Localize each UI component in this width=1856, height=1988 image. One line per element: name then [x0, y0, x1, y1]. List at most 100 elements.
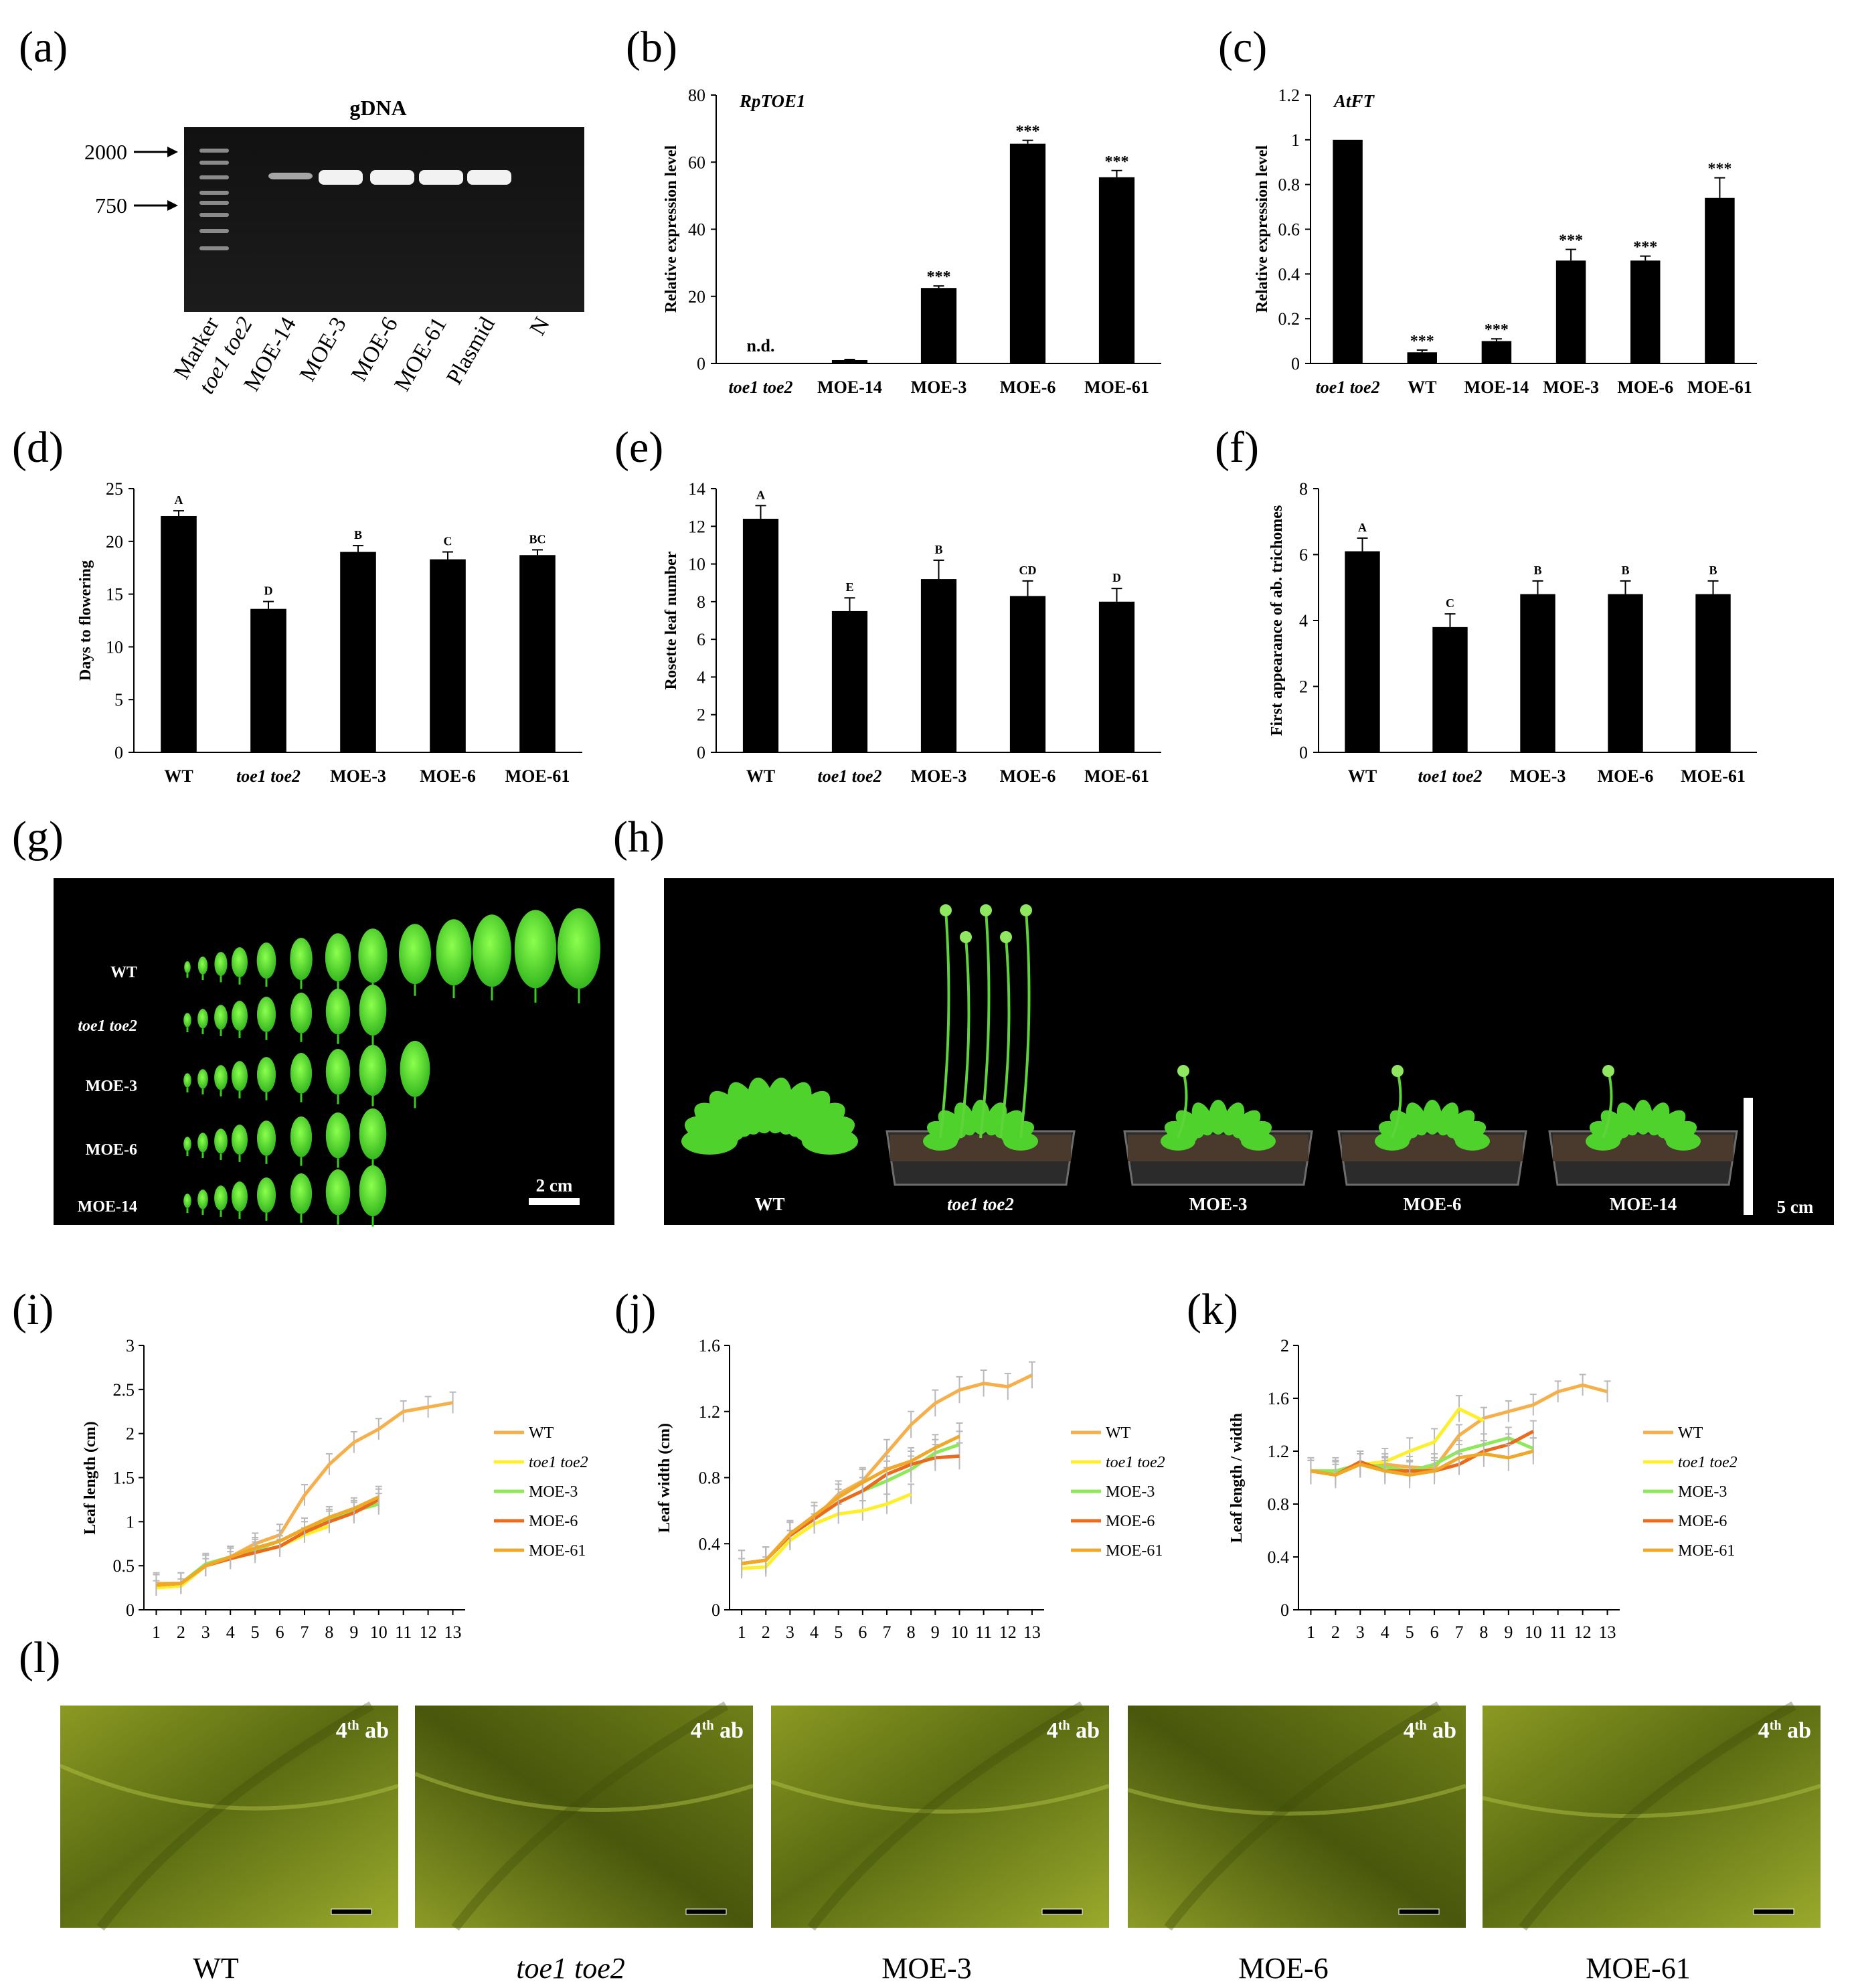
bar	[831, 359, 868, 363]
leaf	[436, 919, 472, 986]
y-tick-label: 8	[1299, 479, 1308, 499]
y-axis-label: First appearance of ab. trichomes	[1268, 505, 1286, 736]
vein	[1127, 1784, 1466, 1816]
rosette-leaf	[1191, 1102, 1214, 1136]
x-tick-label: 4	[810, 1623, 819, 1642]
ladder-band	[199, 191, 229, 195]
x-tick-label: 1	[152, 1623, 161, 1642]
category-label: MOE-6	[1000, 766, 1056, 786]
panel-label-h: (h)	[613, 813, 665, 861]
y-tick-label: 6	[1299, 546, 1308, 565]
x-tick-label: 6	[276, 1623, 284, 1642]
leaf	[183, 1137, 191, 1151]
legend-label: WT	[1106, 1424, 1131, 1442]
scale-bar-2cm	[529, 1198, 580, 1205]
gel-lane-label: N	[525, 313, 555, 340]
bar	[1407, 352, 1437, 363]
leaf	[325, 1112, 351, 1159]
panel-label-b: (b)	[626, 23, 677, 72]
significance-label: ***	[1707, 161, 1732, 178]
vein	[1519, 1701, 1796, 1931]
y-tick-label: 1.2	[1278, 86, 1300, 105]
panel-label-l: (l)	[19, 1633, 60, 1682]
flower-bud	[1020, 904, 1032, 916]
gel-band	[268, 173, 313, 179]
plant-label: toe1 toe2	[947, 1194, 1014, 1214]
rosette-leaf	[1232, 1110, 1261, 1139]
panel-label-j: (j)	[614, 1285, 656, 1334]
arrow-2000-head	[167, 147, 178, 157]
micrograph	[60, 1706, 398, 1928]
x-tick-label: 5	[251, 1623, 260, 1642]
micrograph	[1483, 1706, 1821, 1928]
category-label: MOE-3	[911, 378, 967, 397]
gel-title: gDNA	[349, 96, 406, 120]
rosette-leaf	[778, 1082, 812, 1135]
y-tick-label: 2	[126, 1424, 135, 1444]
legend-label: MOE-3	[1678, 1483, 1727, 1501]
rosette-leaf	[1666, 1132, 1701, 1151]
ladder-band	[199, 149, 229, 153]
micrograph-caption: MOE-6	[1238, 1952, 1328, 1985]
y-tick-label: 6	[697, 630, 705, 649]
x-tick-label: 8	[1479, 1623, 1488, 1642]
panel-label-i: (i)	[12, 1285, 54, 1334]
significance-label: ***	[1016, 123, 1040, 141]
rosette-leaf	[1241, 1132, 1276, 1151]
panel-label-a: (a)	[19, 23, 68, 72]
leaf	[183, 1193, 191, 1208]
y-tick-label: 0.2	[1278, 309, 1300, 329]
micrograph-inset-label: 4th ab	[336, 1718, 389, 1743]
micrograph-inset-label: 4th ab	[1404, 1718, 1456, 1743]
stem	[999, 936, 1011, 1139]
legend-label: MOE-3	[1106, 1483, 1155, 1501]
y-tick-label: 40	[688, 220, 705, 240]
category-label: MOE-61	[1687, 378, 1752, 397]
x-tick-label: 10	[1525, 1623, 1542, 1642]
bar	[250, 608, 286, 752]
category-label: MOE-61	[1681, 766, 1746, 786]
bar	[1098, 601, 1135, 752]
significance-label: B	[1533, 564, 1541, 577]
y-tick-label: 8	[697, 592, 705, 612]
y-tick-label: 1.6	[699, 1336, 721, 1355]
micrograph-inset-label: 4th ab	[1758, 1718, 1811, 1743]
ladder-band	[199, 229, 229, 233]
y-tick-label: 12	[688, 517, 705, 536]
stem	[1177, 1070, 1188, 1139]
leaf	[290, 1173, 313, 1214]
significance-label: n.d.	[747, 336, 775, 355]
category-label: toe1 toe2	[728, 378, 792, 397]
significance-label: E	[845, 580, 853, 594]
y-tick-label: 0.8	[1268, 1495, 1290, 1514]
leaf-row-label: WT	[110, 964, 137, 981]
leaf	[183, 1073, 191, 1088]
micrograph-caption: MOE-3	[881, 1952, 971, 1985]
x-tick-label: 13	[1023, 1623, 1041, 1642]
category-label: toe1 toe2	[1316, 378, 1380, 397]
series-line-MOE-6	[741, 1454, 960, 1566]
x-tick-label: 3	[201, 1623, 210, 1642]
gene-annotation: RpTOE1	[739, 91, 806, 111]
legend-label: toe1 toe2	[1678, 1454, 1738, 1471]
flower-bud	[940, 904, 952, 916]
rosette-leaf	[954, 1102, 977, 1136]
leaf-row-label: MOE-3	[86, 1078, 137, 1095]
category-label: MOE-14	[1464, 378, 1529, 397]
x-tick-label: 9	[1504, 1623, 1513, 1642]
leaf	[358, 928, 388, 983]
x-tick-label: 2	[762, 1623, 770, 1642]
scale-label-2cm: 2 cm	[536, 1175, 573, 1195]
legend-label: toe1 toe2	[1106, 1454, 1165, 1471]
panel-label-k: (k)	[1187, 1285, 1238, 1334]
bar	[1009, 596, 1046, 752]
stem	[959, 936, 971, 1139]
leaf	[399, 924, 431, 985]
marker-size-750: 750	[95, 193, 127, 218]
legend-label: toe1 toe2	[529, 1454, 588, 1471]
micrograph	[1128, 1706, 1466, 1928]
significance-label: A	[175, 493, 183, 507]
ladder-band	[199, 246, 229, 250]
